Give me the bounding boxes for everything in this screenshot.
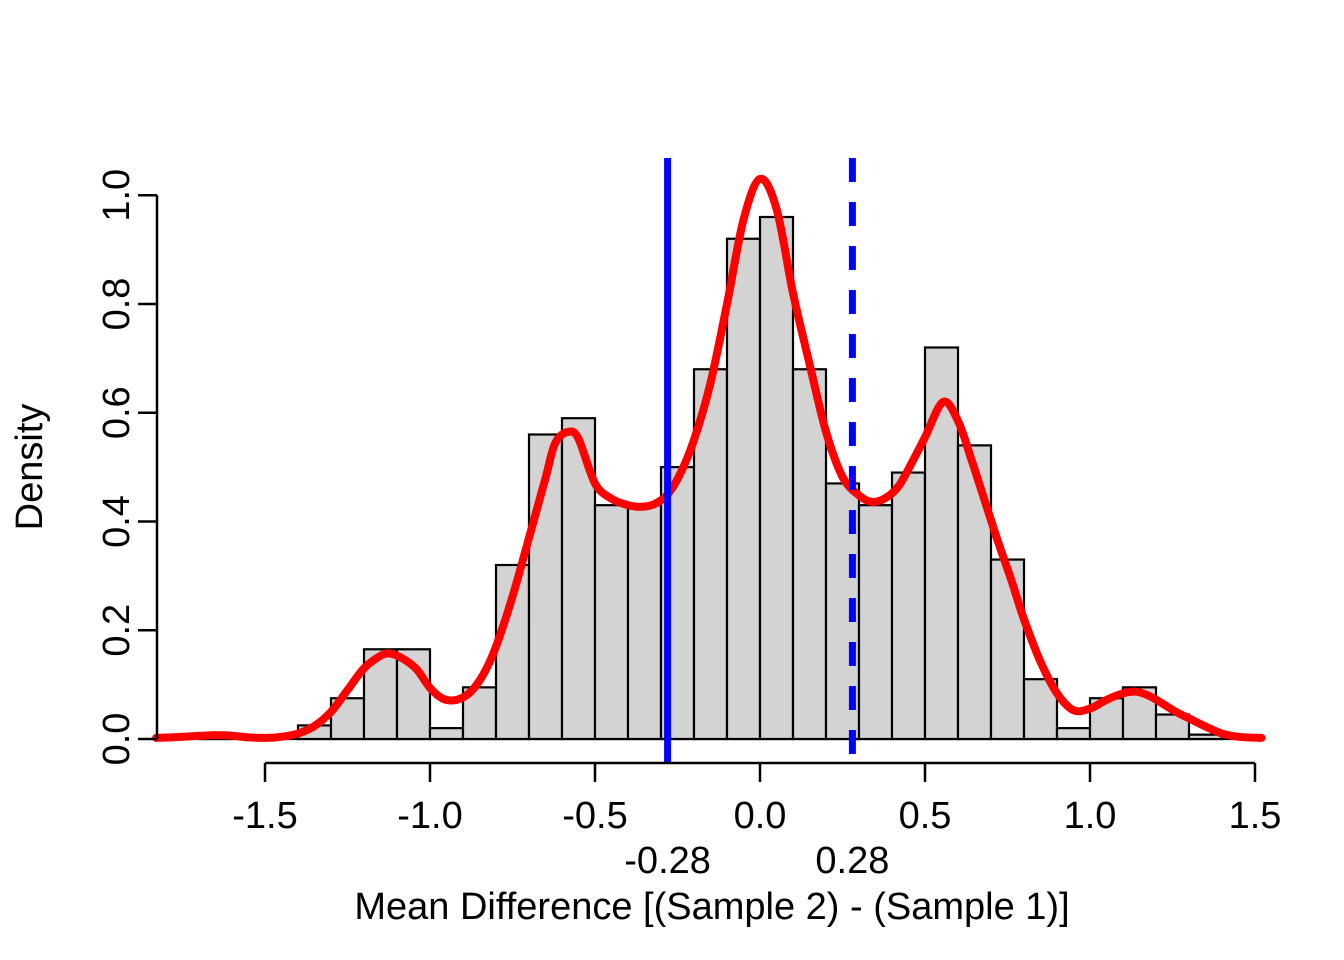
y-tick-label: 0.0 [96, 713, 138, 766]
histogram-bar [857, 504, 894, 741]
histogram-bar [428, 727, 465, 741]
x-tick-label: -1.0 [397, 795, 462, 837]
x-axis-label: Mean Difference [(Sample 2) - (Sample 1)… [354, 886, 1069, 928]
histogram-bar [593, 504, 630, 741]
x-tick-label: 1.0 [1064, 795, 1117, 837]
y-tick-label: 0.6 [96, 386, 138, 439]
y-tick-label: 0.2 [96, 604, 138, 657]
y-axis-label: Density [9, 404, 51, 531]
y-tick-label: 0.4 [96, 495, 138, 548]
density-curve-layer [152, 174, 1266, 742]
histogram-bar [1055, 727, 1092, 741]
y-tick-label: 1.0 [96, 169, 138, 222]
reference-line-label-upper: 0.28 [815, 840, 889, 882]
x-tick-label: 0.5 [899, 795, 952, 837]
reference-lines-layer [664, 158, 856, 763]
density-curve [152, 174, 1266, 742]
reference-line-label-lower: -0.28 [624, 840, 711, 882]
x-tick-label: 0.0 [734, 795, 787, 837]
histogram-bar [890, 471, 927, 741]
histogram-bar [989, 558, 1026, 741]
x-tick-label: -0.5 [562, 795, 627, 837]
histogram-bar [758, 215, 795, 741]
histogram-bar [956, 444, 993, 741]
y-tick-label: 0.8 [96, 278, 138, 331]
histogram-bar [791, 368, 828, 741]
histogram-bar [725, 237, 762, 741]
histogram-bar [494, 563, 531, 741]
histogram-bar [626, 504, 663, 741]
x-tick-label: 1.5 [1229, 795, 1282, 837]
x-tick-label: -1.5 [232, 795, 297, 837]
axes-layer: -1.5 -1.0 -0.5 0.0 0.5 1.0 1.5 0.0 0.2 0.4 0.6 0.8 1… [96, 169, 1281, 837]
